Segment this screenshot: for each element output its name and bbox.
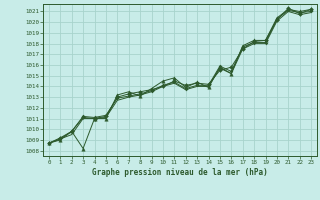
X-axis label: Graphe pression niveau de la mer (hPa): Graphe pression niveau de la mer (hPa): [92, 168, 268, 177]
